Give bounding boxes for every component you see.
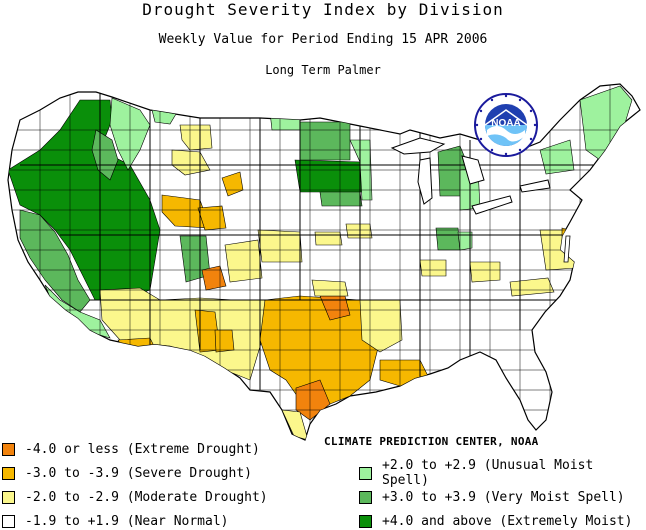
legend-item-left-3: -1.9 to +1.9 (Near Normal) — [2, 513, 229, 529]
region-moderate-drought-texas-s — [281, 409, 309, 440]
legend-item-left-1: -3.0 to -3.9 (Severe Drought) — [2, 465, 252, 481]
region-unusual-moist-minnesota — [269, 111, 301, 131]
region-severe-drought-colorado — [197, 205, 227, 231]
map-subtitle: Weekly Value for Period Ending 15 APR 20… — [158, 32, 488, 47]
region-moderate-drought-iowa — [314, 231, 343, 246]
legend-label: -2.0 to -2.9 (Moderate Drought) — [25, 489, 268, 505]
legend-label: +3.0 to +3.9 (Very Moist Spell) — [382, 489, 625, 505]
lake-erie — [471, 195, 513, 215]
lake-huron — [461, 155, 485, 185]
legend-item-left-0: -4.0 or less (Extreme Drought) — [2, 441, 260, 457]
region-very-moist-california — [19, 209, 91, 313]
noaa-logo-icon: NOAA — [474, 93, 538, 157]
region-very-moist-indiana — [435, 227, 461, 251]
legend-label: -1.9 to +1.9 (Near Normal) — [25, 513, 229, 529]
legend-item-right-0: +2.0 to +2.9 (Unusual Moist Spell) — [359, 458, 646, 488]
map-title: Drought Severity Index by Division — [142, 0, 504, 19]
legend-swatch — [359, 514, 372, 528]
legend-item-right-1: +3.0 to +3.9 (Very Moist Spell) — [359, 489, 625, 505]
us-drought-map — [7, 83, 641, 441]
region-very-moist-nebraska — [319, 191, 363, 207]
region-moderate-drought-illinois — [345, 223, 373, 239]
chesapeake-bay — [563, 235, 571, 263]
region-moderate-drought-missouri — [311, 279, 349, 297]
region-moderate-drought-montana — [179, 124, 213, 151]
credit-label: CLIMATE PREDICTION CENTER, NOAA — [324, 435, 539, 448]
region-moderate-drought-kentucky — [469, 261, 501, 283]
region-very-moist-dakotas-n — [299, 121, 351, 161]
region-moderate-drought-colorado-e — [224, 239, 263, 283]
legend-label: -3.0 to -3.9 (Severe Drought) — [25, 465, 252, 481]
index-name: Long Term Palmer — [265, 63, 381, 77]
legend-swatch — [2, 466, 15, 480]
state-boundaries — [20, 90, 640, 390]
lake-michigan — [417, 157, 433, 205]
region-unusual-moist-ohio — [457, 231, 473, 251]
legend-item-left-2: -2.0 to -2.9 (Moderate Drought) — [2, 489, 268, 505]
legend-item-right-2: +4.0 and above (Extremely Moist) — [359, 513, 632, 529]
legend-swatch — [359, 490, 372, 504]
legend-label: -4.0 or less (Extreme Drought) — [25, 441, 260, 457]
region-moderate-drought-carolinas — [509, 277, 555, 297]
region-severe-drought-nm-2 — [214, 329, 235, 353]
legend-swatch — [2, 490, 15, 504]
noaa-logo-text: NOAA — [491, 118, 520, 129]
legend-label: +2.0 to +2.9 (Unusual Moist Spell) — [382, 458, 594, 488]
legend-swatch — [2, 514, 15, 528]
region-severe-drought-wyoming-s — [161, 194, 211, 229]
legend-swatch — [359, 466, 372, 480]
legend-swatch — [2, 442, 15, 456]
lake-superior — [390, 137, 446, 155]
legend-label: +4.0 and above (Extremely Moist) — [382, 513, 633, 529]
lake-ontario — [519, 179, 551, 193]
region-moderate-drought-southwest — [99, 287, 266, 381]
region-moderate-drought-tennessee — [419, 259, 447, 277]
